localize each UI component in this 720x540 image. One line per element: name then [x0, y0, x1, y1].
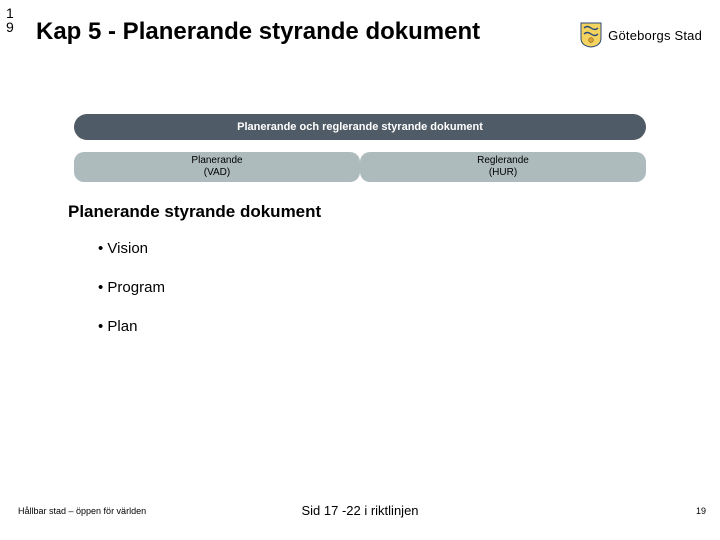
pill-row: Planerande (VAD) Reglerande (HUR) [74, 152, 646, 182]
bullet-list: • Vision • Program • Plan [98, 240, 165, 357]
slide-title: Kap 5 - Planerande styrande dokument [36, 18, 556, 46]
footer-page-number: 19 [696, 506, 706, 516]
logo: Göteborgs Stad [580, 22, 702, 48]
bullet-item: • Vision [98, 240, 165, 257]
bullet-item: • Program [98, 279, 165, 296]
bullet-text: Program [107, 279, 165, 296]
footer-center: Sid 17 -22 i riktlinjen [0, 503, 720, 518]
pill-line1: Planerande [74, 155, 360, 167]
subtitle: Planerande styrande dokument [68, 202, 321, 222]
pill-line2: (HUR) [360, 167, 646, 179]
pill-planerande: Planerande (VAD) [74, 152, 360, 182]
pill-reglerande: Reglerande (HUR) [360, 152, 646, 182]
crest-icon [580, 22, 602, 48]
banner: Planerande och reglerande styrande dokum… [74, 114, 646, 140]
logo-text: Göteborgs Stad [608, 28, 702, 43]
slide: 1 9 Kap 5 - Planerande styrande dokument… [0, 0, 720, 540]
page-number-top: 1 9 [6, 6, 16, 34]
pill-line1: Reglerande [360, 155, 646, 167]
pill-line2: (VAD) [74, 167, 360, 179]
bullet-text: Plan [107, 318, 137, 335]
bullet-item: • Plan [98, 318, 165, 335]
bullet-text: Vision [107, 240, 148, 257]
